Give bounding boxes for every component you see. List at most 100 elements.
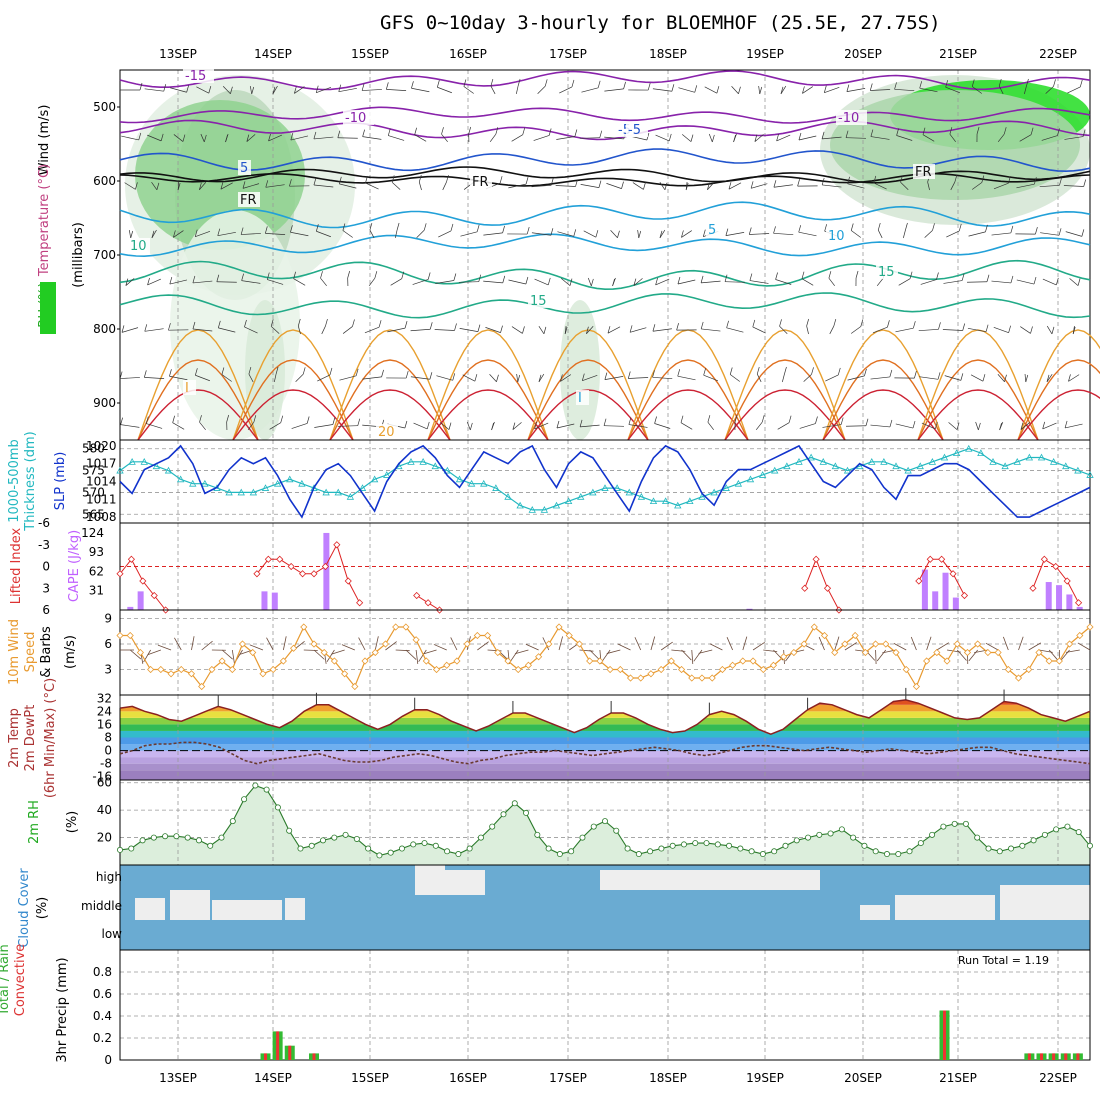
wind-barb-feather — [652, 324, 656, 332]
rh-marker — [850, 834, 857, 841]
wind-barb-feather — [700, 275, 704, 283]
wind-barb — [560, 374, 571, 382]
cloud-block — [895, 895, 995, 920]
wind-barb-feather — [855, 270, 859, 279]
wind-label-1: 10m Wind — [7, 619, 22, 685]
thickness-marker — [1086, 471, 1094, 478]
wind-barb — [847, 183, 865, 189]
cape-tick: 31 — [89, 584, 104, 598]
wind-barb-feather — [427, 272, 431, 280]
wind-barb — [463, 86, 474, 94]
wind-barb-feather — [954, 174, 958, 183]
wind-barb-feather — [556, 420, 560, 429]
wind-barb-feather — [381, 369, 384, 377]
wind-barb-feather — [971, 79, 975, 87]
contour-label: 15 — [530, 294, 547, 309]
wind-barb-feather — [937, 372, 941, 380]
wind-barb-feather — [824, 224, 827, 232]
rh-marker — [331, 834, 338, 841]
wind-barb-feather — [986, 274, 990, 282]
wind-speed-marker — [177, 665, 185, 674]
wind-barb — [200, 133, 205, 143]
wind-barb — [1067, 86, 1081, 94]
wind-barb — [410, 328, 431, 332]
cape-bar — [932, 591, 939, 610]
wind-barb — [601, 649, 611, 662]
temp-label-1: 2m Temp — [7, 708, 22, 768]
wind-barb-feather — [374, 271, 378, 279]
wind-speed-marker — [555, 623, 563, 631]
wind-barb — [435, 280, 454, 284]
li-marker — [938, 555, 946, 563]
wind-barb — [628, 377, 649, 379]
wind-barb — [129, 649, 142, 660]
warm-contour — [822, 329, 944, 441]
wind-barb-feather — [173, 230, 176, 238]
wind-barb — [726, 327, 744, 333]
wind-barb — [313, 184, 334, 188]
wind-barb-feather — [702, 229, 706, 237]
li-marker — [1063, 577, 1071, 585]
wind-barb-feather — [369, 222, 373, 231]
wind-barb — [339, 375, 357, 381]
wind-barb — [438, 230, 452, 238]
warm-contour — [1017, 359, 1100, 441]
wind-barb-feather — [347, 270, 351, 279]
wind-barb-feather — [522, 326, 525, 334]
wind-barb-feather — [499, 176, 503, 184]
wind-barb — [850, 326, 862, 334]
wind-barb-feather — [208, 86, 212, 94]
warm-contour — [427, 359, 549, 441]
wind-barb-feather — [700, 321, 704, 330]
wind-speed-marker — [841, 640, 849, 648]
wind-speed-marker — [606, 665, 614, 674]
rh-marker — [489, 823, 496, 830]
rh-marker — [951, 820, 958, 827]
wind-barb — [998, 85, 1004, 95]
date-label-bottom: 18SEP — [649, 1071, 687, 1085]
wind-barb-feather — [156, 182, 160, 190]
li-marker — [915, 577, 923, 585]
wind-barb-feather — [138, 132, 142, 141]
wind-barb — [825, 374, 839, 382]
wind-barb — [191, 636, 195, 651]
wind-barb-feather — [985, 224, 988, 232]
cloud-block — [415, 865, 445, 895]
wind-barb — [192, 328, 213, 332]
temperature-contour — [119, 119, 1091, 141]
wind-barb — [199, 181, 207, 191]
warm-contour — [724, 389, 846, 441]
wind-barb — [650, 636, 656, 651]
wind-barb-feather — [1004, 374, 1007, 382]
wind-barb — [782, 373, 785, 383]
wind-barb — [362, 136, 382, 140]
wind-barb — [991, 232, 1011, 236]
li-marker — [253, 570, 261, 578]
temperature-band — [120, 737, 1090, 745]
rh-marker — [365, 845, 372, 852]
wind-speed-marker — [157, 665, 165, 674]
li-marker — [823, 584, 832, 592]
wind-barb — [151, 229, 157, 239]
li-marker — [424, 599, 432, 607]
temperature-band — [120, 757, 1090, 764]
wind-barb-feather — [550, 178, 554, 186]
wind-barb — [358, 637, 366, 651]
wind-barb — [654, 423, 671, 429]
wind-barb — [317, 374, 331, 382]
wind-speed-marker — [463, 640, 471, 648]
wind-label-3: & Barbs — [39, 626, 54, 678]
wind-barb — [316, 230, 331, 238]
wind-barb — [726, 637, 733, 651]
li-label: Lifted Index — [9, 527, 24, 604]
wind-barb — [851, 230, 861, 238]
wind-barb — [341, 644, 355, 651]
contour-label-bg — [706, 222, 719, 237]
wind-barb — [222, 86, 231, 94]
thickness-marker — [261, 484, 270, 491]
wind-speed-marker — [269, 665, 277, 674]
wind-barb-feather — [750, 181, 754, 189]
thickness-marker — [480, 479, 488, 487]
wind-barb — [780, 85, 787, 95]
wind-speed-marker — [187, 670, 196, 678]
